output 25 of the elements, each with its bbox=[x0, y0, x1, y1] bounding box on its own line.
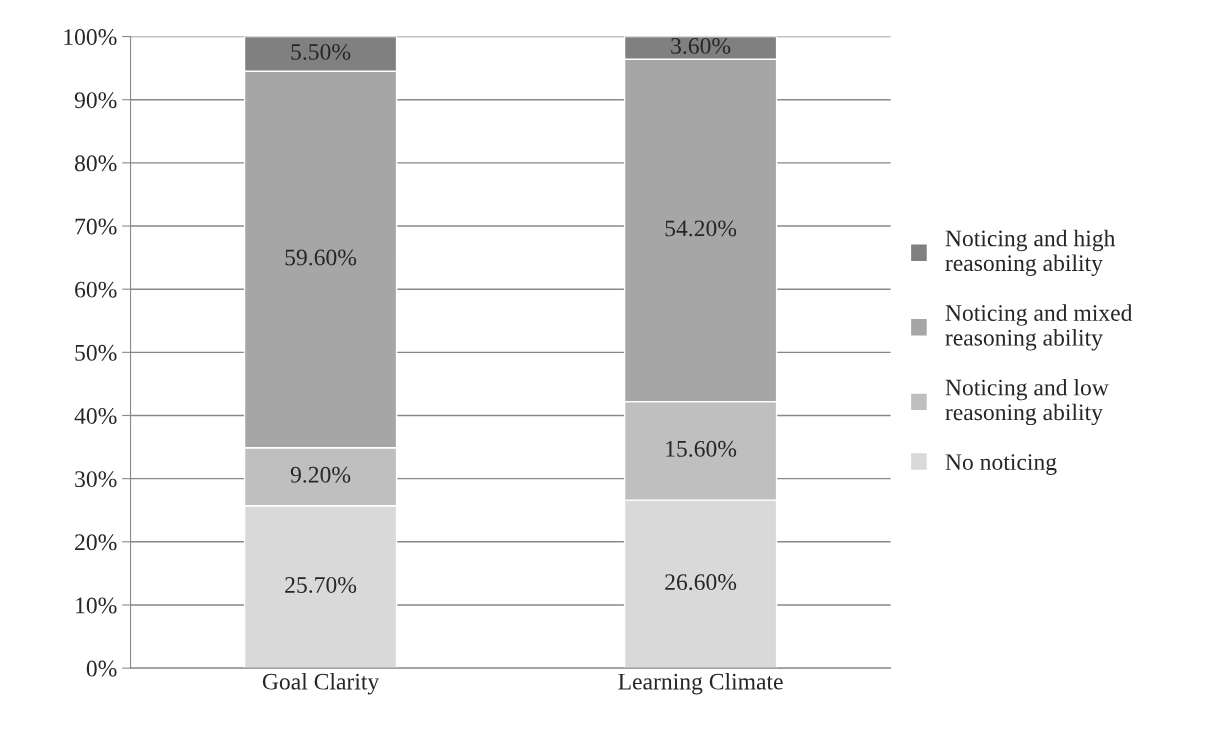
y-tick-label: 100% bbox=[64, 29, 117, 46]
data-label: 15.60% bbox=[666, 440, 737, 457]
data-label: 59.60% bbox=[285, 249, 357, 266]
y-tick-label: 20% bbox=[75, 534, 117, 551]
y-tick-label: 10% bbox=[76, 597, 117, 614]
y-tick-label: 30% bbox=[75, 471, 117, 488]
y-tick-label: 70% bbox=[75, 218, 117, 235]
data-label: 3.60% bbox=[671, 37, 731, 54]
legend-label: No noticing bbox=[945, 454, 1057, 475]
legend-label: Noticing and high reasoning ability bbox=[945, 229, 1116, 276]
legend-label: Noticing and mixed reasoning ability bbox=[945, 304, 1133, 351]
y-tick-label: 50% bbox=[75, 344, 117, 361]
y-tick-label: 0% bbox=[86, 660, 117, 677]
y-tick-label: 90% bbox=[74, 92, 117, 109]
data-label: 9.20% bbox=[290, 466, 351, 483]
y-tick-label: 80% bbox=[74, 155, 117, 172]
data-label: 25.70% bbox=[285, 576, 357, 593]
x-tick-label: Learning Climate bbox=[618, 673, 783, 695]
y-tick-label: 60% bbox=[75, 281, 117, 298]
data-label: 26.60% bbox=[665, 574, 737, 591]
legend-label: Noticing and low reasoning ability bbox=[945, 378, 1109, 426]
data-label: 5.50% bbox=[291, 43, 351, 60]
x-tick-label: Goal Clarity bbox=[262, 673, 380, 695]
data-label: 54.20% bbox=[665, 220, 737, 237]
y-tick-label: 40% bbox=[74, 407, 117, 424]
